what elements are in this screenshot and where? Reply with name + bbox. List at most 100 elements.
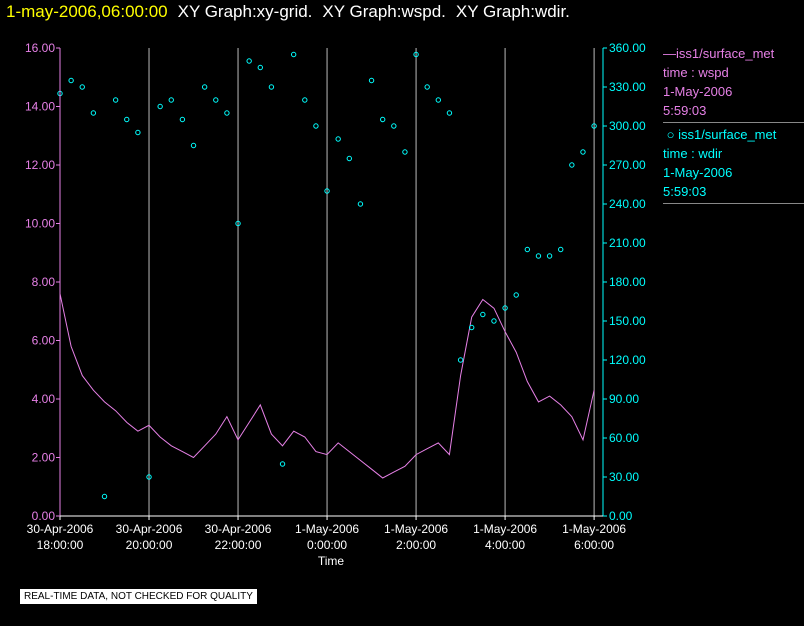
legend-wspd-var: time : wspd [663, 65, 729, 80]
left-y-tick-label: 12.00 [25, 158, 55, 172]
wdir-point [68, 77, 74, 84]
wdir-point [268, 84, 275, 90]
wdir-point [324, 188, 330, 194]
axes: 30-Apr-2006 18:00:00 30-Apr-2006 20:00:00 30… [25, 41, 646, 552]
title-bar: 1-may-2006,06:00:00 XY Graph:xy-grid. XY G… [6, 2, 570, 22]
wdir-point [179, 116, 186, 123]
wdir-point [213, 97, 219, 103]
wdir-point [246, 58, 252, 64]
left-y-tick-label: 14.00 [25, 100, 55, 114]
legend-wdir-var: time : wdir [663, 146, 723, 161]
x-tick-label-date: 1-May-2006 [562, 522, 626, 536]
wdir-point [480, 311, 486, 318]
title-graph-xy-grid: XY Graph:xy-grid. [177, 2, 313, 21]
wdir-point [469, 324, 475, 331]
right-y-tick-label: 270.00 [609, 158, 646, 172]
wdir-point [235, 220, 241, 227]
right-y-tick-label: 360.00 [609, 41, 646, 55]
title-time: 1-may-2006,06:00:00 [6, 2, 168, 21]
legend: —iss1/surface_met time : wspd 1-May-2006… [663, 44, 804, 206]
legend-circle-marker: ○ [663, 127, 679, 142]
legend-wdir: ○ iss1/surface_met time : wdir 1-May-200… [663, 125, 804, 204]
wdir-point [124, 116, 130, 123]
time-grid-lines [59, 48, 595, 516]
wdir-point [257, 64, 263, 71]
wdir-point [402, 149, 408, 155]
wdir-point [569, 162, 575, 168]
wdir-series [57, 51, 597, 500]
wdir-point [79, 84, 85, 90]
wdir-point [457, 357, 464, 363]
right-y-tick-label: 60.00 [609, 431, 639, 445]
wdir-point [580, 149, 586, 155]
left-y-tick-label: 0.00 [32, 509, 56, 523]
x-tick-label-date: 30-Apr-2006 [205, 522, 272, 536]
wdir-point [146, 474, 152, 480]
right-y-tick-label: 300.00 [609, 119, 646, 133]
x-tick-label-date: 1-May-2006 [295, 522, 359, 536]
legend-line-marker: — [663, 46, 676, 61]
wdir-point [379, 116, 386, 123]
right-y-tick-label: 30.00 [609, 470, 639, 484]
quality-note: REAL-TIME DATA, NOT CHECKED FOR QUALITY [20, 589, 257, 604]
wdir-point [190, 142, 197, 149]
wdir-point [546, 253, 553, 259]
left-y-tick-label: 4.00 [32, 392, 56, 406]
wdir-point [302, 97, 308, 103]
wdir-point [524, 246, 531, 253]
wdir-point [290, 51, 297, 58]
wdir-point [224, 110, 230, 116]
x-tick-label-time: 20:00:00 [126, 538, 173, 552]
x-axis-title: Time [318, 554, 345, 568]
x-tick-label-time: 22:00:00 [215, 538, 262, 552]
legend-wspd-clock: 5:59:03 [663, 103, 707, 118]
wdir-point [90, 110, 97, 116]
wdir-point [112, 97, 119, 103]
legend-wspd-date: 1-May-2006 [663, 84, 733, 99]
x-tick-label-time: 0:00:00 [307, 538, 347, 552]
wdir-point [135, 129, 141, 136]
wdir-point [346, 155, 353, 162]
x-tick-label-time: 6:00:00 [574, 538, 614, 552]
right-y-tick-label: 90.00 [609, 392, 639, 406]
wdir-point [157, 103, 163, 110]
x-tick-label-date: 30-Apr-2006 [116, 522, 183, 536]
wdir-point [335, 136, 341, 142]
x-tick-label-time: 18:00:00 [37, 538, 84, 552]
right-y-tick-label: 210.00 [609, 236, 646, 250]
legend-wdir-name: ○ iss1/surface_met [663, 125, 804, 144]
wdir-point [313, 123, 319, 129]
legend-wdir-date: 1-May-2006 [663, 165, 733, 180]
wdir-point [391, 123, 397, 129]
wdir-point [446, 110, 453, 116]
wdir-point [413, 51, 419, 58]
title-graph-wspd: XY Graph:wspd. [322, 2, 446, 21]
right-y-tick-label: 330.00 [609, 80, 646, 94]
left-y-tick-label: 2.00 [32, 451, 56, 465]
wdir-point [535, 253, 542, 259]
legend-wdir-name-text: iss1/surface_met [678, 127, 777, 142]
legend-wspd-name-text: iss1/surface_met [676, 46, 775, 61]
right-y-tick-label: 150.00 [609, 314, 646, 328]
wdir-point [558, 246, 564, 253]
x-tick-label-date: 1-May-2006 [384, 522, 448, 536]
legend-wdir-clock: 5:59:03 [663, 184, 707, 199]
wdir-point [357, 201, 364, 207]
wspd-line [59, 293, 595, 479]
wdir-point [279, 461, 286, 467]
wdir-point [168, 97, 174, 103]
left-y-tick-label: 6.00 [32, 334, 56, 348]
x-tick-label-time: 4:00:00 [485, 538, 525, 552]
legend-wspd-name: —iss1/surface_met [663, 44, 804, 63]
left-y-tick-label: 10.00 [25, 217, 55, 231]
wdir-point [435, 97, 442, 103]
wdir-point [513, 292, 519, 298]
left-y-tick-label: 8.00 [32, 275, 56, 289]
left-y-tick-label: 16.00 [25, 41, 55, 55]
right-y-tick-label: 120.00 [609, 353, 646, 367]
wdir-point [424, 84, 430, 90]
x-tick-label-date: 30-Apr-2006 [27, 522, 94, 536]
x-tick-label-date: 1-May-2006 [473, 522, 537, 536]
right-y-tick-label: 0.00 [609, 509, 633, 523]
